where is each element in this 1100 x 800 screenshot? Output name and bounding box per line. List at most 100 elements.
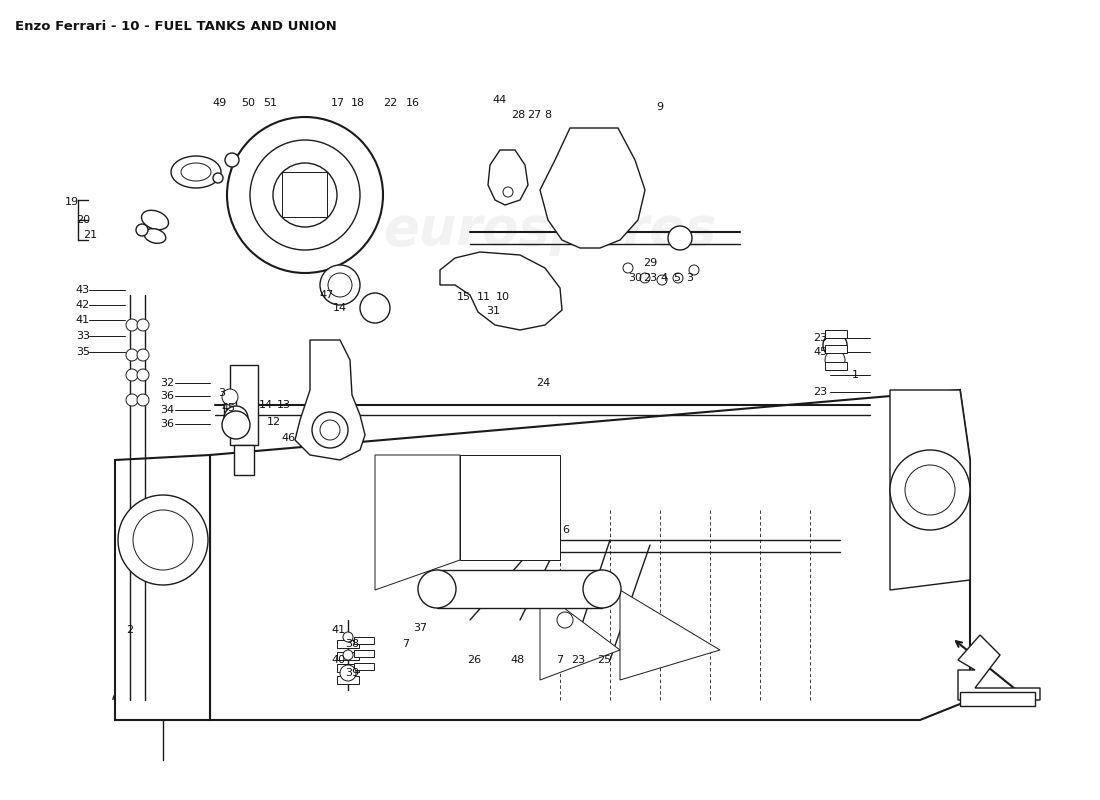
Polygon shape xyxy=(210,390,970,720)
Text: 38: 38 xyxy=(345,639,359,649)
Text: 23: 23 xyxy=(571,655,585,665)
Polygon shape xyxy=(540,590,620,680)
Polygon shape xyxy=(440,252,562,330)
Text: 46: 46 xyxy=(280,433,295,443)
Text: 19: 19 xyxy=(65,197,79,207)
Text: Enzo Ferrari - 10 - FUEL TANKS AND UNION: Enzo Ferrari - 10 - FUEL TANKS AND UNION xyxy=(15,20,337,33)
Circle shape xyxy=(133,510,192,570)
Ellipse shape xyxy=(144,229,166,243)
Text: 15: 15 xyxy=(456,292,471,302)
Circle shape xyxy=(126,319,138,331)
Text: 26: 26 xyxy=(466,655,481,665)
Circle shape xyxy=(823,333,847,357)
Circle shape xyxy=(557,612,573,628)
Circle shape xyxy=(890,450,970,530)
Text: 48: 48 xyxy=(510,655,525,665)
Text: 9: 9 xyxy=(657,102,663,112)
Text: 12: 12 xyxy=(267,417,282,427)
Text: 36: 36 xyxy=(160,419,174,429)
Text: 18: 18 xyxy=(351,98,365,108)
Circle shape xyxy=(273,163,337,227)
Text: 32: 32 xyxy=(160,378,174,388)
Circle shape xyxy=(126,394,138,406)
Text: 49: 49 xyxy=(213,98,227,108)
Circle shape xyxy=(250,140,360,250)
Text: 41: 41 xyxy=(76,315,90,325)
Polygon shape xyxy=(295,340,365,460)
Text: 44: 44 xyxy=(493,95,507,105)
Text: 43: 43 xyxy=(76,285,90,295)
Text: 5: 5 xyxy=(673,273,681,283)
Bar xyxy=(234,445,254,475)
Circle shape xyxy=(226,153,239,167)
Circle shape xyxy=(227,117,383,273)
Bar xyxy=(825,362,847,370)
Bar xyxy=(224,395,236,430)
Circle shape xyxy=(673,273,683,283)
Text: 16: 16 xyxy=(406,98,420,108)
Text: 2: 2 xyxy=(126,625,133,635)
Circle shape xyxy=(689,265,698,275)
Bar xyxy=(337,640,359,648)
Circle shape xyxy=(418,570,456,608)
Circle shape xyxy=(213,173,223,183)
Circle shape xyxy=(138,394,148,406)
Circle shape xyxy=(136,224,149,236)
Circle shape xyxy=(343,650,353,660)
Text: 23: 23 xyxy=(813,333,827,343)
Circle shape xyxy=(340,665,356,681)
Polygon shape xyxy=(460,455,560,560)
Text: 41: 41 xyxy=(331,625,345,635)
Circle shape xyxy=(503,187,513,197)
Circle shape xyxy=(328,273,352,297)
Circle shape xyxy=(320,420,340,440)
Text: 30: 30 xyxy=(628,273,642,283)
Text: 27: 27 xyxy=(527,110,541,120)
Polygon shape xyxy=(540,128,645,248)
Text: 20: 20 xyxy=(76,215,90,225)
Bar xyxy=(437,570,602,608)
Ellipse shape xyxy=(182,163,211,181)
Circle shape xyxy=(138,349,148,361)
Polygon shape xyxy=(958,635,1040,700)
Bar xyxy=(354,663,374,670)
Circle shape xyxy=(138,319,148,331)
Bar xyxy=(354,650,374,657)
Text: 31: 31 xyxy=(486,306,500,316)
Polygon shape xyxy=(488,150,528,205)
Text: eurospares: eurospares xyxy=(383,204,717,256)
Bar xyxy=(960,692,1035,706)
Text: 37: 37 xyxy=(412,623,427,633)
Text: 10: 10 xyxy=(496,292,510,302)
Text: 8: 8 xyxy=(544,110,551,120)
Text: 42: 42 xyxy=(76,300,90,310)
Polygon shape xyxy=(890,390,970,590)
Polygon shape xyxy=(116,455,210,720)
Bar xyxy=(825,330,847,338)
Text: 11: 11 xyxy=(477,292,491,302)
Text: 14: 14 xyxy=(333,303,348,313)
Text: 34: 34 xyxy=(160,405,174,415)
Text: 14: 14 xyxy=(258,400,273,410)
Polygon shape xyxy=(620,590,721,680)
Text: 23: 23 xyxy=(813,387,827,397)
Polygon shape xyxy=(375,455,460,590)
Text: 35: 35 xyxy=(76,347,90,357)
Text: 28: 28 xyxy=(510,110,525,120)
Circle shape xyxy=(222,411,250,439)
Text: 3: 3 xyxy=(219,388,225,398)
Text: eurospares: eurospares xyxy=(383,564,717,616)
Bar xyxy=(354,637,374,644)
Circle shape xyxy=(312,412,348,448)
Text: 36: 36 xyxy=(160,391,174,401)
Text: 39: 39 xyxy=(345,668,359,678)
Text: 7: 7 xyxy=(557,655,563,665)
Ellipse shape xyxy=(170,156,221,188)
Text: 40: 40 xyxy=(331,655,345,665)
Text: 45: 45 xyxy=(813,347,827,357)
Bar xyxy=(337,652,359,660)
Text: 13: 13 xyxy=(277,400,292,410)
Text: 24: 24 xyxy=(536,378,550,388)
Text: 22: 22 xyxy=(383,98,397,108)
Circle shape xyxy=(825,350,845,370)
